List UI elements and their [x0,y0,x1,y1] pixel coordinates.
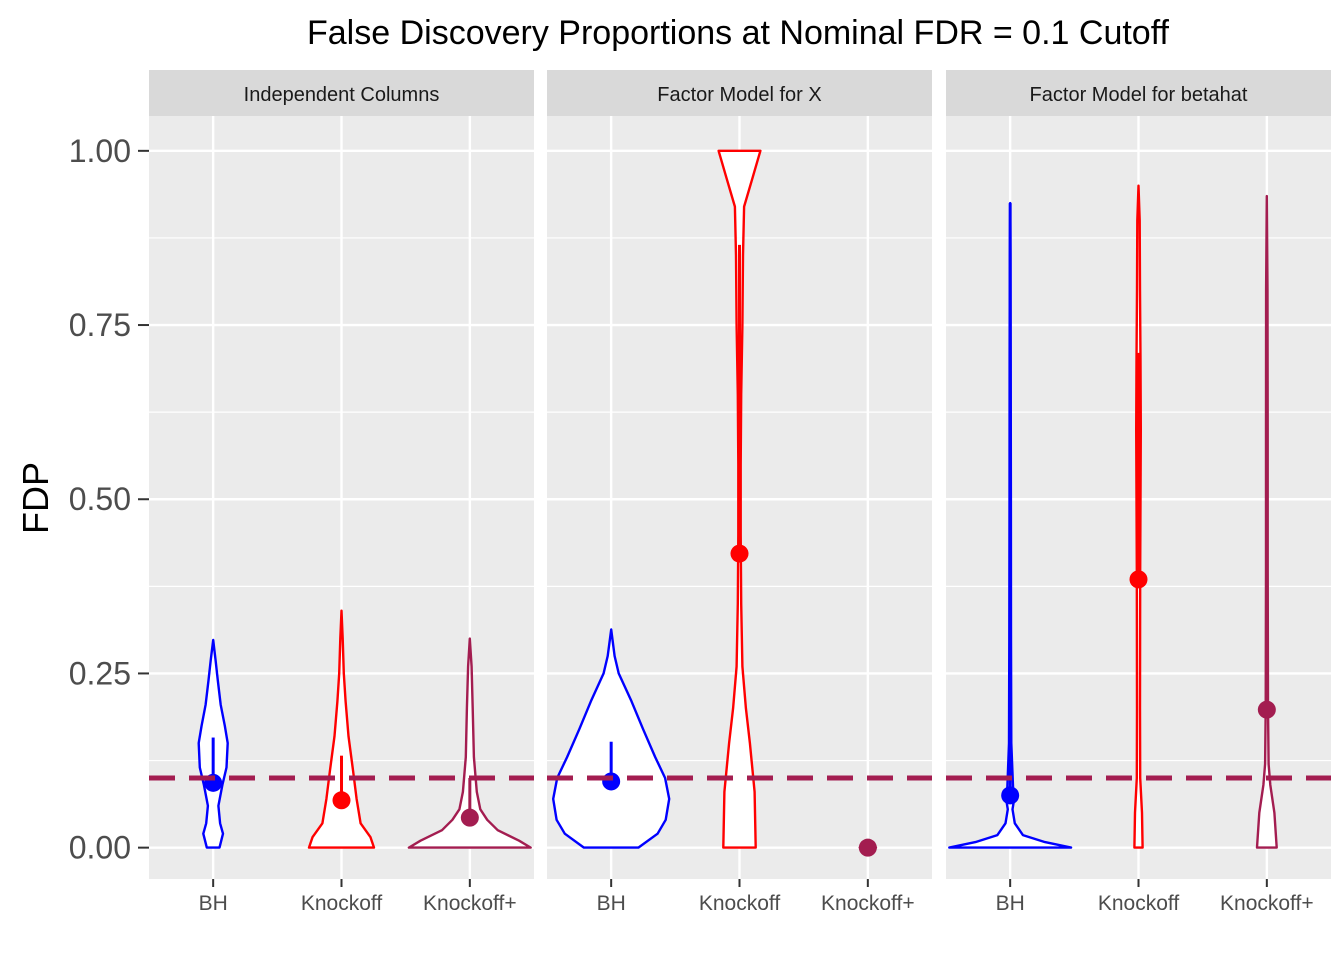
mean-point-knockoff [730,544,749,563]
x-tick-label-knockoff-plus: Knockoff+ [423,892,517,915]
mean-point-knockoff-plus [1257,700,1276,719]
y-tick-label: 0.50 [69,481,131,517]
x-tick-label-knockoff: Knockoff [699,892,780,915]
chart-title: False Discovery Proportions at Nominal F… [307,14,1170,52]
panel-factor-model-for-x: Factor Model for X BH Knockoff Knockoff+ [547,70,932,915]
y-tick-label: 1.00 [69,133,131,169]
y-axis-label: FDP [15,462,56,534]
mean-point-knockoff-plus [858,838,877,857]
strip-label: Factor Model for betahat [1030,84,1248,106]
mean-point-bh [602,772,621,791]
x-tick-label-bh: BH [996,892,1025,915]
y-tick-label: 0.25 [69,655,131,691]
x-tick-label-bh: BH [199,892,228,915]
x-tick-label-knockoff-plus: Knockoff+ [821,892,915,915]
strip-background [946,70,1331,116]
y-axis: 0.00 0.25 0.50 0.75 1.00 [69,133,149,866]
violin-knockoff-plus [1255,194,1278,849]
strip-background [547,70,932,116]
y-tick-label: 0.75 [69,307,131,343]
x-tick-label-knockoff: Knockoff [301,892,382,915]
violin-bh [552,628,671,849]
x-tick-label-knockoff: Knockoff [1098,892,1179,915]
mean-point-knockoff-plus [460,808,479,827]
mean-point-bh [1001,786,1020,805]
violin-knockoff [307,609,376,849]
x-tick-label-knockoff-plus: Knockoff+ [1220,892,1314,915]
violin-knockoff-plus [407,637,532,849]
panel-independent-columns: Independent Columns BH Knockoff Knockoff+ [149,70,534,915]
panel-factor-model-for-betahat: Factor Model for betahat BH Knockoff Knocko… [946,70,1331,915]
strip-background [149,70,534,116]
strip-label: Factor Model for X [657,84,822,106]
strip-label: Independent Columns [244,84,440,106]
mean-point-knockoff [1129,570,1148,589]
mean-point-knockoff [332,791,351,810]
x-tick-label-bh: BH [597,892,626,915]
y-tick-label: 0.00 [69,830,131,866]
